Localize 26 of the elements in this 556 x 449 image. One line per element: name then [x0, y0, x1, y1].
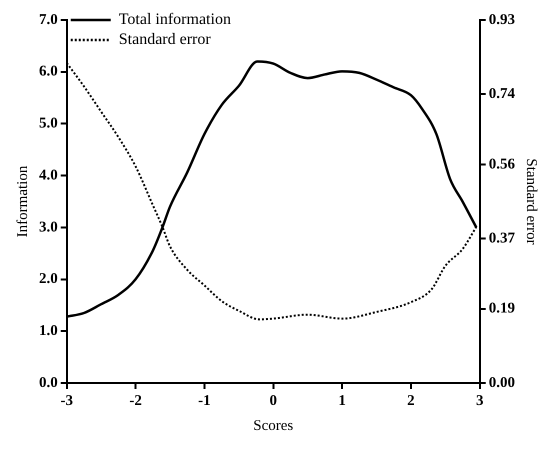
- x-axis-title: Scores: [253, 418, 294, 434]
- y-tick-label: 7.0: [39, 12, 58, 28]
- x-tick-label: 2: [407, 392, 415, 409]
- x-tick-label: -1: [198, 392, 211, 409]
- legend-label: Total information: [118, 11, 231, 28]
- x-tick-label: 0: [270, 392, 277, 409]
- legend-label: Standard error: [118, 31, 212, 48]
- y-tick-label: 2.0: [39, 271, 58, 288]
- y-tick-label: 6.0: [39, 64, 58, 80]
- x-tick-label: 3: [476, 392, 484, 409]
- y2-tick-label: 0.93: [488, 12, 515, 28]
- y-tick-label: 0.0: [39, 374, 58, 391]
- y2-tick-label: 0.19: [488, 300, 515, 317]
- y-tick-label: 3.0: [39, 219, 58, 236]
- y-tick-label: 5.0: [39, 116, 58, 132]
- x-tick-label: -2: [129, 392, 142, 409]
- y2-axis-title: Standard error: [523, 158, 540, 245]
- y2-tick-label: 0.74: [488, 86, 516, 102]
- x-tick-label: 1: [338, 392, 346, 409]
- y2-tick-label: 0.00: [488, 374, 515, 391]
- y2-tick-label: 0.56: [488, 156, 516, 172]
- y-tick-label: 1.0: [39, 323, 58, 340]
- x-tick-label: -3: [60, 392, 73, 409]
- y-tick-label: 4.0: [39, 167, 58, 184]
- y-axis-title: Information: [14, 165, 31, 238]
- y2-tick-label: 0.37: [488, 230, 516, 246]
